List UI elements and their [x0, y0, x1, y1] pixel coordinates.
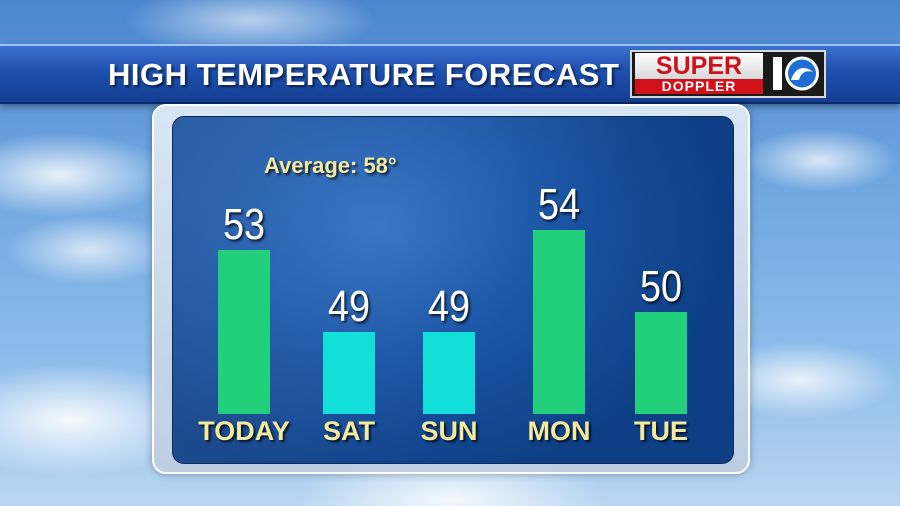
logo-super-text: SUPER — [635, 53, 763, 79]
category-label-today: TODAY — [198, 416, 290, 446]
wave-logo-icon — [767, 53, 822, 94]
bar-sat — [323, 332, 375, 414]
category-label-sat: SAT — [323, 416, 375, 446]
bar-sun — [423, 332, 475, 414]
station-logo: SUPER DOPPLER — [630, 50, 826, 98]
average-label: Average: 58° — [264, 153, 397, 178]
bar-today — [218, 250, 270, 414]
category-label-tue: TUE — [634, 416, 688, 446]
category-label-sun: SUN — [420, 416, 478, 446]
bar-tue — [635, 311, 687, 414]
value-label-today: 53 — [222, 200, 266, 249]
category-label-mon: MON — [527, 416, 591, 446]
title-bar: HIGH TEMPERATURE FORECAST SUPER DOPPLER — [0, 44, 900, 104]
value-label-mon: 54 — [537, 179, 581, 229]
page-title: HIGH TEMPERATURE FORECAST — [108, 57, 620, 92]
value-label-sun: 49 — [427, 282, 471, 331]
logo-doppler-text: DOPPLER — [635, 79, 763, 94]
value-label-tue: 50 — [639, 261, 683, 311]
value-label-sat: 49 — [327, 282, 371, 331]
bar-mon — [533, 229, 585, 414]
